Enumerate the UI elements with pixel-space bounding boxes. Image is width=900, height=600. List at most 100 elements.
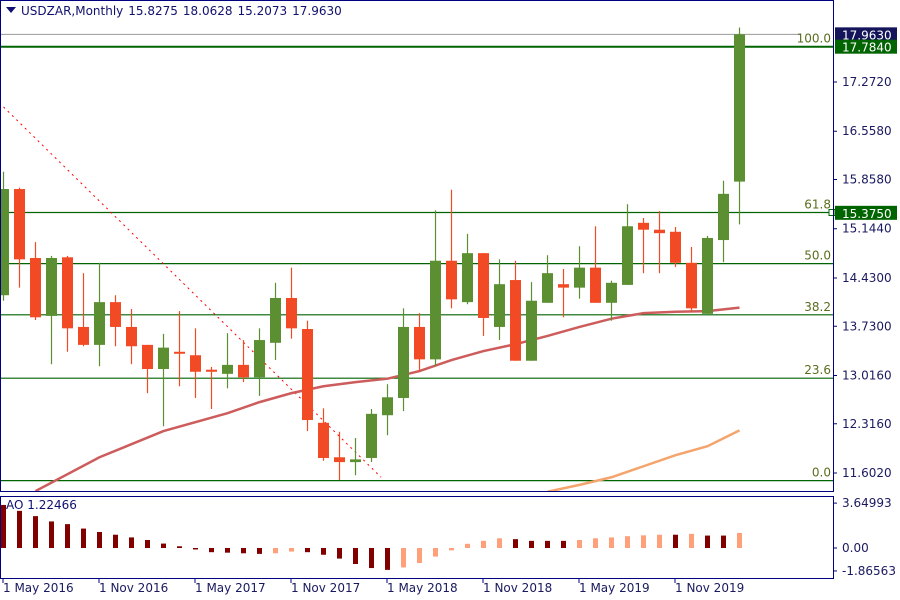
ao-bar — [353, 548, 358, 564]
candle-bull — [158, 347, 169, 370]
ao-tick-label: -1.86563 — [842, 564, 896, 578]
ao-panel-border — [0, 496, 834, 579]
candle-bull — [1, 189, 9, 296]
candle-bear — [654, 229, 665, 234]
candle-bull — [718, 193, 729, 241]
candle-bear — [558, 284, 569, 288]
ao-bar — [177, 546, 182, 548]
ao-label: AO 1.22466 — [6, 498, 77, 512]
candle-bear — [142, 344, 153, 370]
price-tick-label: 13.0160 — [842, 368, 892, 382]
fib-level-label: 23.6 — [804, 363, 831, 377]
candle-bear — [414, 326, 425, 360]
ao-bar — [305, 548, 310, 553]
ao-bar — [321, 548, 326, 555]
ao-bar — [593, 538, 598, 548]
fib-level-label: 38.2 — [804, 300, 831, 314]
ao-bar — [529, 540, 534, 548]
time-tick-label: 1 May 2017 — [195, 581, 266, 595]
ao-bar — [225, 548, 230, 553]
ao-bar — [433, 548, 438, 557]
ao-bar — [417, 548, 422, 564]
ao-bar — [145, 540, 150, 548]
price-tick-label: 17.2720 — [842, 75, 892, 89]
candle-bull — [398, 326, 409, 398]
price-tick-label: 14.4300 — [842, 271, 892, 285]
price-badge — [835, 39, 897, 54]
open-value: 15.8275 — [128, 4, 178, 18]
ao-tick-label: 0.00 — [842, 541, 869, 555]
candle-bear — [638, 222, 649, 230]
candle-bear — [30, 257, 41, 318]
time-tick-label: 1 Nov 2016 — [99, 581, 168, 595]
ao-bar — [273, 548, 278, 554]
ao-bar — [465, 543, 470, 548]
fib-anchor-handle[interactable] — [828, 208, 836, 216]
candle-bear — [590, 267, 601, 303]
candle-bull — [622, 226, 633, 285]
candle-bull — [270, 297, 281, 343]
ao-bar — [545, 540, 550, 548]
candle-bear — [14, 189, 25, 260]
candle-bull — [430, 260, 441, 360]
candle-bear — [302, 329, 313, 421]
candle-bull — [254, 340, 265, 378]
moving-average-fast — [547, 429, 741, 491]
candle-bear — [334, 457, 345, 463]
dropdown-triangle-icon[interactable] — [6, 7, 16, 13]
ao-bar — [97, 532, 102, 548]
fib-level-label: 50.0 — [804, 249, 831, 263]
price-badge-label: 17.9630 — [842, 28, 892, 42]
candle-bull — [526, 300, 537, 361]
candle-bear — [478, 253, 489, 318]
ao-tick-label: 3.64993 — [842, 496, 892, 510]
time-tick-label: 1 Nov 2017 — [291, 581, 360, 595]
candle-bull — [94, 302, 105, 345]
price-tick-label: 11.6020 — [842, 466, 892, 480]
time-tick-label: 1 Nov 2018 — [483, 581, 552, 595]
ao-bar — [705, 535, 710, 548]
ao-bar — [17, 510, 22, 548]
candle-bull — [574, 267, 585, 288]
fib-level-label: 61.8 — [804, 197, 831, 211]
ao-bar — [497, 538, 502, 548]
ao-bar — [1, 504, 6, 548]
ao-bar — [337, 548, 342, 559]
price-tick-label: 16.5580 — [842, 124, 892, 138]
ao-bar — [113, 534, 118, 548]
ao-bar — [241, 548, 246, 554]
high-value: 18.0628 — [182, 4, 233, 18]
trend-line[interactable] — [3, 106, 382, 478]
candle-bull — [382, 397, 393, 416]
ao-value: 1.22466 — [27, 498, 77, 512]
ao-bar — [673, 534, 678, 548]
ao-name: AO — [6, 498, 24, 512]
candle-bear — [206, 369, 217, 372]
ao-bar — [289, 548, 294, 552]
ao-bar — [449, 548, 454, 551]
price-panel-border — [0, 0, 834, 492]
time-tick-label: 1 May 2019 — [579, 581, 650, 595]
ao-bar — [561, 540, 566, 548]
time-tick-label: 1 Nov 2019 — [675, 581, 744, 595]
candle-bear — [510, 280, 521, 361]
ao-bar — [577, 540, 582, 548]
price-badge-label: 15.3750 — [842, 207, 892, 221]
ao-bar — [721, 535, 726, 548]
candle-bear — [670, 231, 681, 263]
candle-bull — [494, 284, 505, 327]
ao-bar — [625, 536, 630, 548]
candle-bear — [446, 260, 457, 300]
candle-bear — [174, 351, 185, 354]
symbol-timeframe: USDZAR,Monthly — [21, 4, 124, 18]
ao-bar — [513, 539, 518, 548]
price-tick-label: 15.8580 — [842, 173, 892, 187]
price-tick-label: 15.1440 — [842, 222, 892, 236]
candle-bear — [686, 262, 697, 309]
fib-level-label: 100.0 — [797, 32, 831, 46]
ao-bar — [737, 532, 742, 548]
ao-bar — [193, 548, 198, 550]
ao-bar — [689, 533, 694, 548]
ao-bar — [609, 537, 614, 548]
